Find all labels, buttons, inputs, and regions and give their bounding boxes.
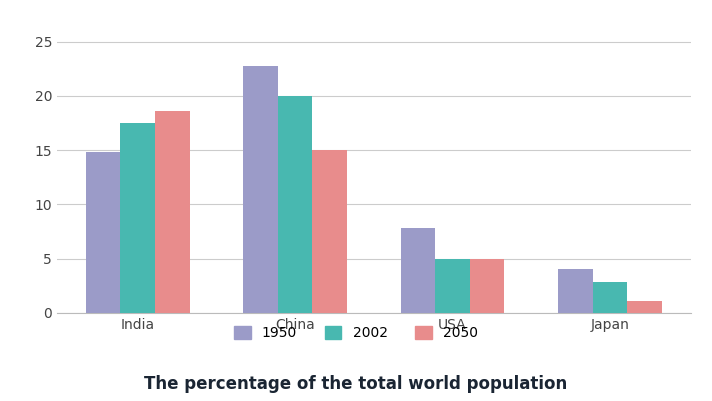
Bar	[85, 152, 120, 313]
Bar	[592, 282, 627, 313]
Bar	[313, 150, 347, 313]
Bar	[278, 96, 313, 313]
Text: The percentage of the total world population: The percentage of the total world popula…	[145, 375, 567, 393]
Bar	[244, 66, 278, 313]
Bar	[470, 259, 504, 313]
Bar	[627, 301, 662, 313]
Bar	[558, 269, 592, 313]
Bar	[435, 259, 470, 313]
Bar	[401, 228, 435, 313]
Bar	[120, 123, 155, 313]
Bar	[155, 111, 189, 313]
Legend: 1950, 2002, 2050: 1950, 2002, 2050	[229, 321, 483, 346]
